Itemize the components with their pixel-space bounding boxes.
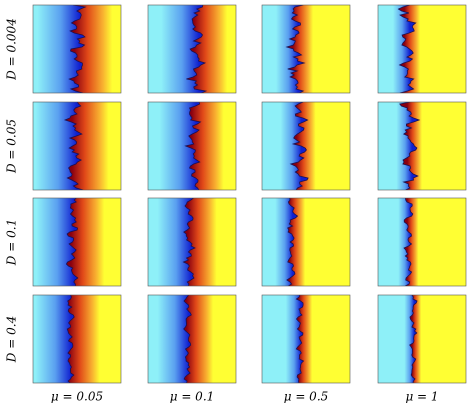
panel-frame (147, 4, 237, 94)
column-label: μ = 0.05 (51, 390, 103, 404)
panel (148, 198, 236, 286)
cold-region (33, 295, 75, 383)
hot-region (398, 5, 466, 93)
row-label: D = 0.4 (5, 316, 19, 363)
hot-region (286, 5, 350, 93)
front-line (63, 102, 84, 190)
row-label: D = 0.004 (5, 18, 19, 81)
cold-region (33, 102, 84, 190)
cold-region (148, 295, 192, 383)
hot-region (399, 102, 466, 190)
column-label: μ = 0.5 (284, 390, 329, 404)
hot-region (69, 5, 121, 93)
cold-region (33, 5, 86, 93)
panel-frame (261, 197, 351, 287)
panel (262, 295, 350, 383)
cold-region (148, 198, 195, 286)
front-line (403, 198, 414, 286)
front-line (295, 295, 305, 383)
panel (262, 5, 350, 93)
hot-region (186, 5, 236, 93)
panel (378, 5, 466, 93)
panel-frame (147, 101, 237, 191)
cold-region (148, 5, 206, 93)
panel (33, 198, 121, 286)
panel (148, 5, 236, 93)
hot-region (65, 102, 121, 190)
cold-region (262, 198, 298, 286)
front-line (289, 102, 309, 190)
column-label: μ = 0.1 (170, 390, 215, 404)
panel-frame (377, 294, 467, 384)
panel (262, 102, 350, 190)
hot-region (66, 198, 121, 286)
front-line (409, 295, 418, 383)
panel-frame (32, 4, 122, 94)
front-line (65, 198, 79, 286)
front-line (399, 102, 421, 190)
hot-region (409, 295, 466, 383)
panel (33, 102, 121, 190)
front-line (183, 295, 192, 383)
row-label: D = 0.05 (5, 119, 19, 174)
cold-region (262, 5, 305, 93)
row-label: D = 0.1 (5, 219, 19, 266)
panel-frame (32, 197, 122, 287)
cold-region (262, 295, 304, 383)
hot-region (404, 198, 466, 286)
cold-region (262, 102, 309, 190)
hot-region (290, 102, 350, 190)
column-label: μ = 1 (405, 390, 438, 404)
hot-region (185, 102, 236, 190)
front-line (286, 198, 299, 286)
panel-frame (32, 101, 122, 191)
panel-frame (32, 294, 122, 384)
panel-frame (261, 101, 351, 191)
hot-region (286, 198, 350, 286)
hot-region (183, 198, 236, 286)
panel (33, 295, 121, 383)
front-line (66, 295, 75, 383)
front-line (285, 5, 306, 93)
cold-region (378, 295, 417, 383)
panel (262, 198, 350, 286)
panel (148, 102, 236, 190)
panel (33, 5, 121, 93)
hot-region (67, 295, 121, 383)
cold-region (378, 102, 420, 190)
cold-region (148, 102, 201, 190)
cold-region (33, 198, 78, 286)
panel-frame (377, 101, 467, 191)
cold-region (378, 198, 413, 286)
panel (378, 102, 466, 190)
front-line (186, 5, 208, 93)
panel-frame (147, 294, 237, 384)
panel-frame (261, 294, 351, 384)
panel-frame (261, 4, 351, 94)
hot-region (183, 295, 236, 383)
front-line (68, 5, 87, 93)
panel (148, 295, 236, 383)
panel (378, 198, 466, 286)
front-line (184, 102, 202, 190)
front-line (182, 198, 196, 286)
hot-region (296, 295, 350, 383)
panel-frame (147, 197, 237, 287)
cold-region (378, 5, 416, 93)
panel-frame (377, 4, 467, 94)
panel (378, 295, 466, 383)
front-line (397, 5, 417, 93)
panel-frame (377, 197, 467, 287)
